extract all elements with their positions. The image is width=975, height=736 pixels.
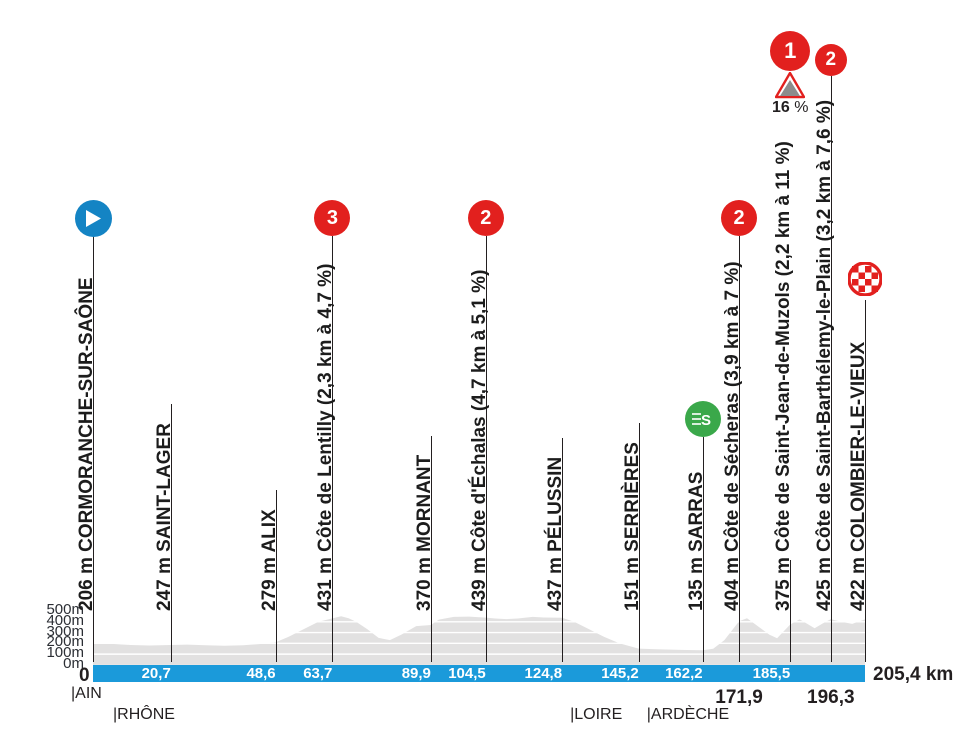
svg-text:S: S	[701, 412, 711, 427]
